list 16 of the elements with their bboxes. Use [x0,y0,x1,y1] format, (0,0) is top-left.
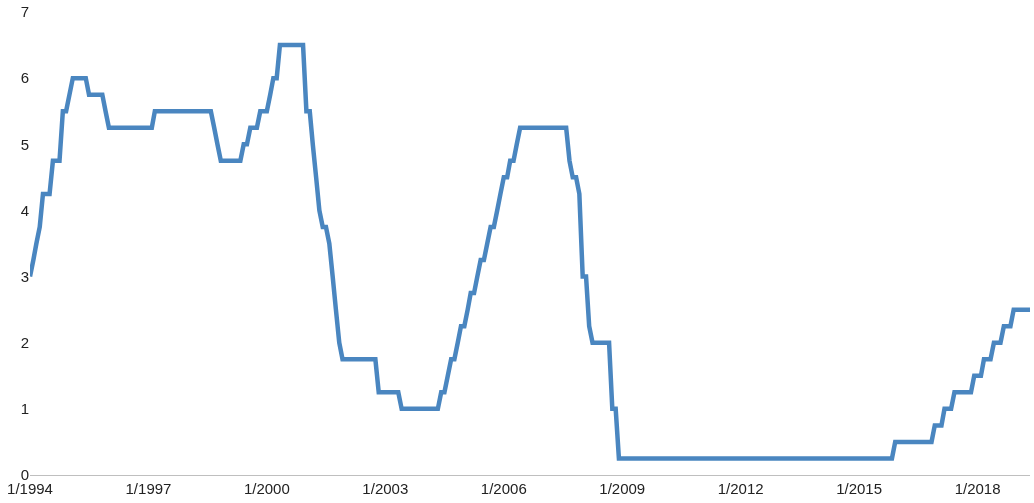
y-tick-label: 1 [20,400,29,418]
x-tick-label: 1/2006 [480,480,527,497]
x-tick-label: 1/2003 [362,480,409,497]
x-tick-label: 1/2000 [243,480,290,497]
y-tick-label: 5 [20,135,29,153]
x-tick-label: 1/2009 [599,480,646,497]
y-tick-label: 7 [20,3,29,21]
y-tick-label: 6 [20,69,29,87]
x-tick-label: 1/2012 [717,480,764,497]
x-tick-label: 1/2018 [954,480,1001,497]
y-tick-label: 3 [20,267,29,285]
x-tick-label: 1/2015 [836,480,883,497]
line-series [30,42,1030,461]
y-tick-label: 2 [20,333,29,351]
y-tick-label: 4 [20,201,29,219]
x-tick-label: 1/1997 [125,480,172,497]
